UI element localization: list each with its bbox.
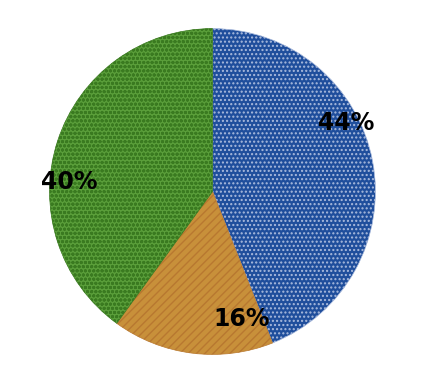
Text: 16%: 16% (214, 306, 270, 331)
Text: 40%: 40% (41, 170, 97, 194)
Wedge shape (117, 192, 272, 354)
Wedge shape (212, 29, 375, 343)
Wedge shape (50, 29, 212, 323)
Text: 44%: 44% (318, 111, 374, 135)
